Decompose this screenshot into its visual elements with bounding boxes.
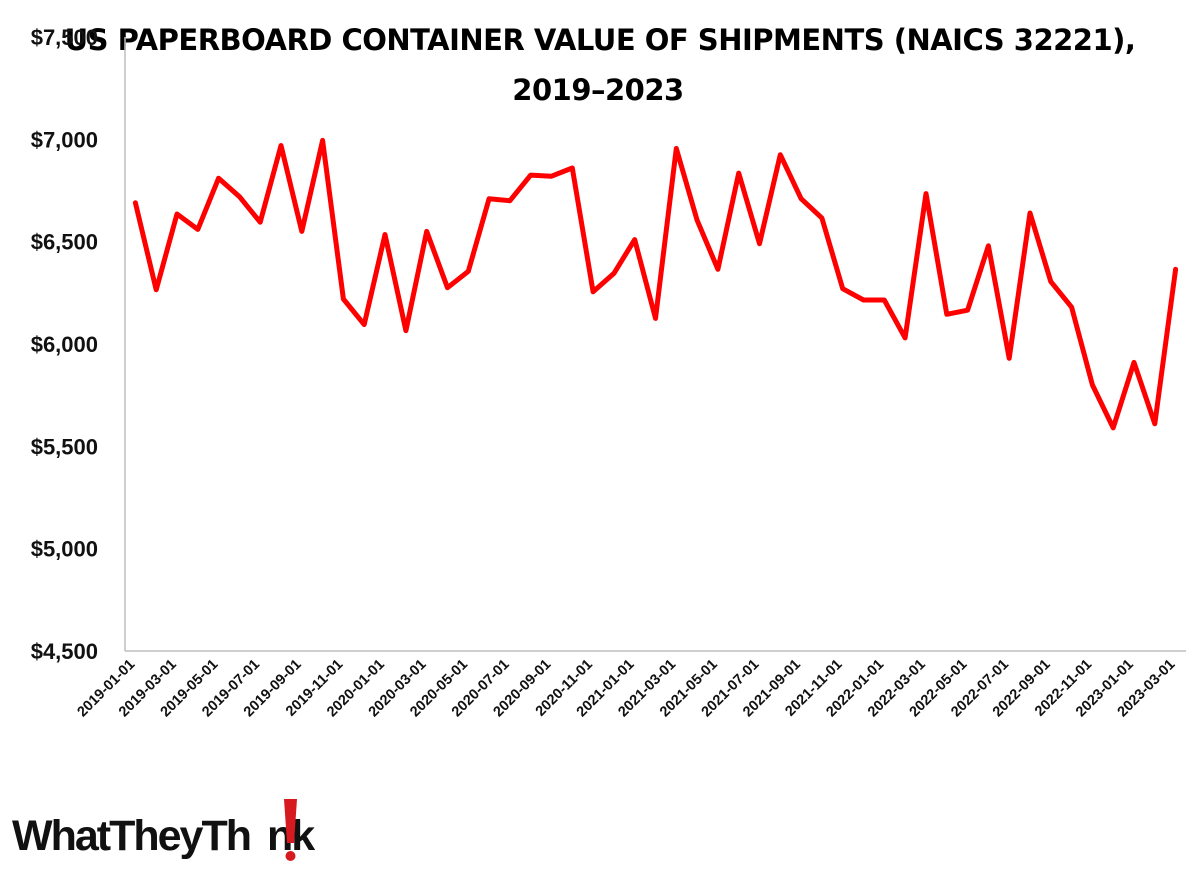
data-point <box>384 234 386 236</box>
y-tick-label: $6,000 <box>31 332 98 357</box>
series-layer <box>132 137 1179 431</box>
data-point <box>218 177 220 179</box>
chart-title-line-2: 2019–2023 <box>512 73 683 107</box>
y-axis-tick-labels: $4,500 $5,000 $5,500 $6,000 $6,500 $7,000 $7,5… <box>31 25 98 664</box>
data-point <box>509 200 511 202</box>
chart-title-line-1: US PAPERBOARD CONTAINER VALUE OF SHIPMEN… <box>65 23 1136 57</box>
data-point <box>842 288 844 290</box>
data-point <box>322 139 324 141</box>
data-point <box>363 324 365 326</box>
data-point <box>301 230 303 232</box>
data-point <box>1175 268 1177 270</box>
data-point <box>426 230 428 232</box>
data-point <box>405 330 407 332</box>
y-tick-label: $7,500 <box>31 25 98 50</box>
data-point <box>634 239 636 241</box>
data-point <box>696 219 698 221</box>
data-point <box>675 148 677 150</box>
data-point <box>592 291 594 293</box>
data-point <box>925 193 927 195</box>
data-point <box>863 299 865 301</box>
data-point <box>571 167 573 169</box>
data-point <box>904 337 906 339</box>
data-point <box>155 289 157 291</box>
data-point <box>987 245 989 247</box>
brand-exclamation-dot <box>285 851 296 861</box>
data-point <box>446 287 448 289</box>
svg-text:WhatTheyThnk: WhatTheyThnk <box>12 812 315 860</box>
data-point <box>779 154 781 156</box>
data-point <box>488 198 490 200</box>
data-point <box>759 243 761 245</box>
data-point <box>738 172 740 174</box>
y-tick-label: $6,500 <box>31 230 98 255</box>
data-point <box>717 268 719 270</box>
data-point <box>280 144 282 146</box>
data-point <box>1091 384 1093 386</box>
data-point <box>550 175 552 177</box>
data-point <box>1008 357 1010 359</box>
data-point <box>1050 281 1052 283</box>
data-point <box>467 270 469 272</box>
series-line <box>132 137 1179 431</box>
data-point <box>883 299 885 301</box>
data-point <box>530 174 532 176</box>
data-point <box>1112 427 1114 429</box>
brand-wordmark-start: WhatTheyTh <box>12 812 250 860</box>
y-tick-label: $7,000 <box>31 127 98 152</box>
data-point <box>259 221 261 223</box>
y-tick-label: $5,500 <box>31 434 98 459</box>
x-axis-tick-labels: 2019-01-012019-03-012019-05-012019-07-01… <box>74 657 1178 721</box>
data-point <box>1133 361 1135 363</box>
data-point <box>613 272 615 274</box>
data-point <box>342 298 344 300</box>
data-point <box>197 228 199 230</box>
y-tick-label: $5,000 <box>31 537 98 562</box>
data-point <box>800 198 802 200</box>
data-point <box>967 309 969 311</box>
y-tick-label: $4,500 <box>31 639 98 664</box>
data-point <box>134 202 136 204</box>
data-point <box>1029 212 1031 214</box>
data-point <box>946 313 948 315</box>
data-point <box>655 317 656 319</box>
whattheythink-logo: WhatTheyThnk <box>12 799 317 861</box>
brand-exclamation-bar <box>284 799 297 843</box>
data-point <box>1071 306 1073 308</box>
data-point <box>238 196 240 198</box>
data-point <box>1154 423 1156 425</box>
data-point <box>821 217 823 219</box>
chart-title: US PAPERBOARD CONTAINER VALUE OF SHIPMEN… <box>65 23 1136 107</box>
data-point <box>176 213 178 215</box>
